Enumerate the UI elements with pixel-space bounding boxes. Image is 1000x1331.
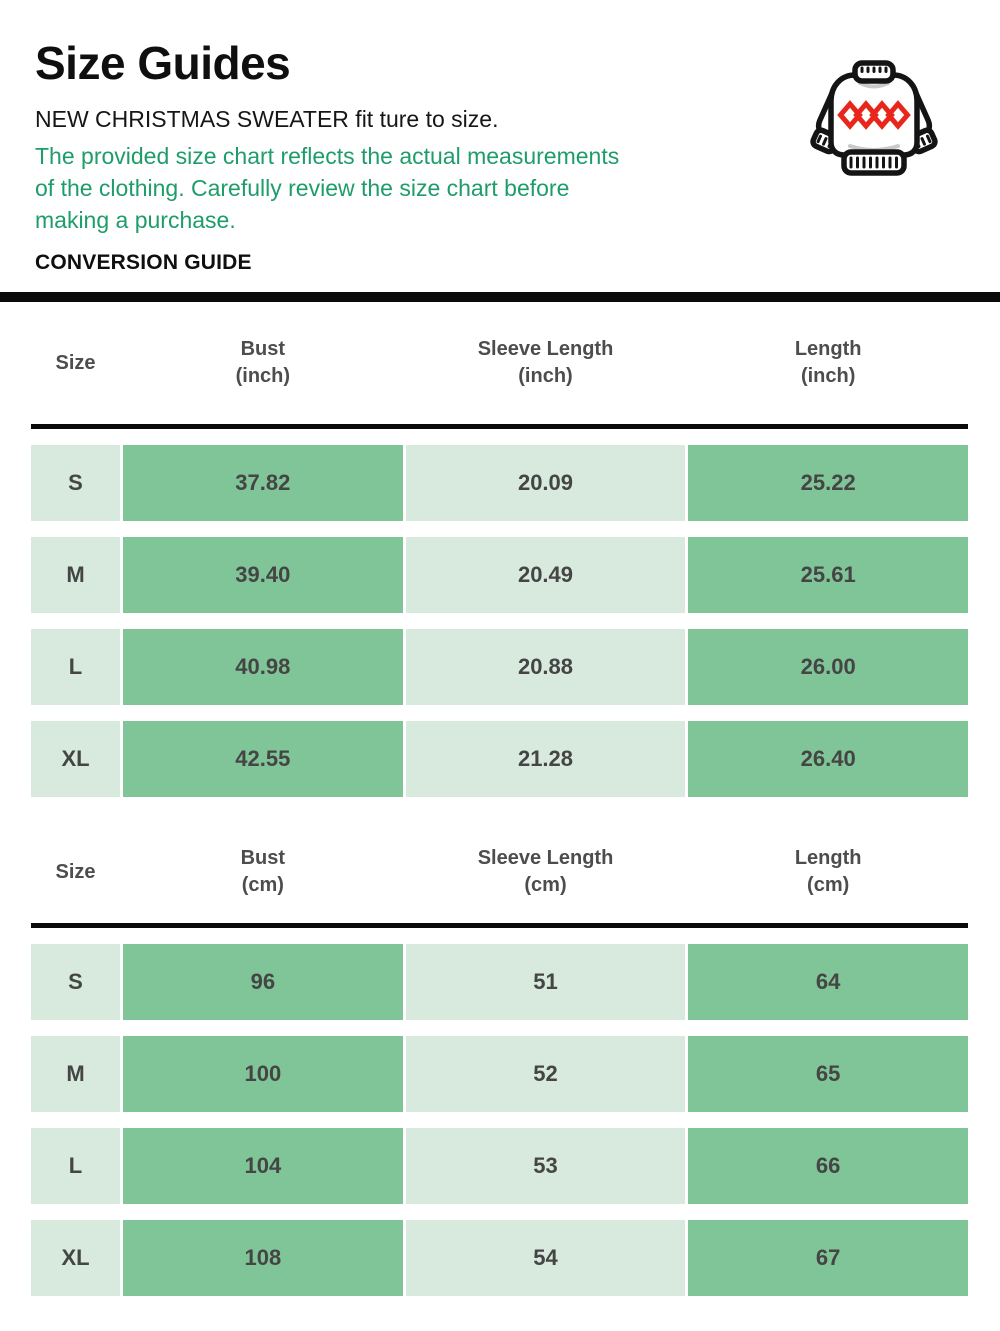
size-cell: L [31,629,120,705]
page-title: Size Guides [35,37,291,89]
header-divider [31,923,968,928]
table-row-s: S 96 51 64 [31,944,968,1020]
length-cell: 25.22 [688,445,968,521]
size-cell: M [31,1036,120,1112]
intro-section: Size Guides NEW CHRISTMAS SWEATER fit tu… [0,0,1000,276]
length-cell: 26.40 [688,721,968,797]
christmas-sweater-icon [810,60,938,176]
table-row-xl: XL 42.55 21.28 26.40 [31,721,968,797]
length-cell: 65 [688,1036,968,1112]
length-cell: 67 [688,1220,968,1296]
column-header-size: Size [55,860,96,883]
size-cell: S [31,944,120,1020]
bust-cell: 39.40 [123,537,403,613]
sleeve-cell: 52 [405,1036,686,1112]
bust-cell: 37.82 [123,445,403,521]
column-header-bust: Bust (inch) [235,338,291,387]
sleeve-cell: 51 [405,944,686,1020]
note-line: The provided size chart reflects the act… [35,143,620,169]
bust-cell: 100 [123,1036,403,1112]
length-cell: 64 [688,944,968,1020]
table-row-l: L 104 53 66 [31,1128,968,1204]
measurement-note: The provided size chart reflects the act… [35,140,965,236]
bust-cell: 104 [123,1128,403,1204]
sleeve-cell: 20.88 [405,629,686,705]
bust-cell: 42.55 [123,721,403,797]
fit-subtitle: NEW CHRISTMAS SWEATER fit ture to size. [35,106,499,132]
size-cell: XL [31,721,120,797]
header-divider [31,424,968,429]
conversion-guide-label: CONVERSION GUIDE [35,251,252,274]
size-cell: S [31,445,120,521]
sleeve-cell: 54 [405,1220,686,1296]
length-cell: 66 [688,1128,968,1204]
sleeve-cell: 20.49 [405,537,686,613]
column-header-bust: Bust (cm) [240,847,286,896]
note-line: of the clothing. Carefully review the si… [35,175,570,201]
length-cell: 26.00 [688,629,968,705]
sleeve-cell: 20.09 [405,445,686,521]
size-cell: XL [31,1220,120,1296]
top-divider-bar [0,292,1000,302]
table-header-row: Size Bust (inch) Sleeve Length (inch) Le… [31,302,968,424]
note-line: making a purchase. [35,207,236,233]
size-cell: L [31,1128,120,1204]
sleeve-cell: 21.28 [405,721,686,797]
size-table-cm: Size Bust (cm) Sleeve Length (cm) Length… [31,797,968,1296]
table-row-s: S 37.82 20.09 25.22 [31,445,968,521]
bust-cell: 108 [123,1220,403,1296]
size-table-inch: Size Bust (inch) Sleeve Length (inch) Le… [31,302,968,797]
length-cell: 25.61 [688,537,968,613]
table-header-row: Size Bust (cm) Sleeve Length (cm) Length… [31,797,968,923]
bust-cell: 96 [123,944,403,1020]
table-row-m: M 39.40 20.49 25.61 [31,537,968,613]
table-row-l: L 40.98 20.88 26.00 [31,629,968,705]
table-row-m: M 100 52 65 [31,1036,968,1112]
column-header-size: Size [55,351,96,374]
column-header-length: Length (inch) [794,338,862,387]
column-header-sleeve-length: Sleeve Length (inch) [477,338,614,387]
table-row-xl: XL 108 54 67 [31,1220,968,1296]
column-header-sleeve-length: Sleeve Length (cm) [477,847,614,896]
bust-cell: 40.98 [123,629,403,705]
column-header-length: Length (cm) [794,847,862,896]
size-cell: M [31,537,120,613]
sleeve-cell: 53 [405,1128,686,1204]
